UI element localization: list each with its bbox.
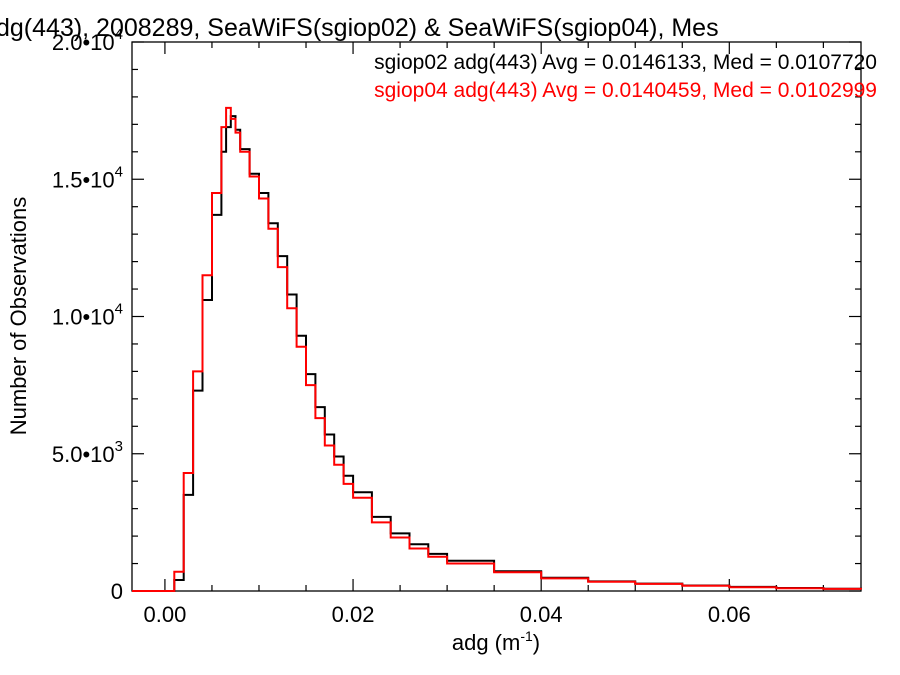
chart-title: dg(443), 2008289, SeaWiFS(sgiop02) & Sea…: [0, 14, 719, 42]
y-tick-label: 0: [111, 579, 123, 604]
series-layer: [132, 106, 862, 592]
series-line-sgiop02: [132, 115, 862, 592]
x-axis-label: adg (m-1): [452, 628, 540, 655]
x-axis-label-close: ): [533, 630, 540, 655]
y-tick-label: 2.0•104: [52, 26, 123, 55]
x-tick-label: 0.00: [144, 602, 187, 627]
series-line-sgiop04: [132, 106, 862, 592]
x-tick-label: 0.06: [708, 602, 751, 627]
x-axis-ticks: 0.00 0.02 0.04 0.06: [144, 42, 824, 627]
legend-entry-sgiop04: sgiop04 adg(443) Avg = 0.0140459, Med = …: [374, 79, 877, 102]
y-axis-label: Number of Observations: [6, 197, 31, 435]
plot-frame: [131, 41, 862, 592]
x-axis-label-main: adg (m: [452, 630, 520, 655]
legend-entry-sgiop02: sgiop02 adg(443) Avg = 0.0146133, Med = …: [374, 51, 877, 74]
y-tick-label: 5.0•103: [52, 438, 123, 467]
y-tick-label: 1.0•104: [52, 301, 123, 330]
x-tick-label: 0.04: [520, 602, 563, 627]
x-axis-label-exponent: -1: [520, 628, 533, 644]
x-tick-label: 0.02: [332, 602, 375, 627]
y-tick-label: 1.5•104: [52, 163, 123, 192]
y-axis-ticks: 0 5.0•103 1.0•104 1.5•104 2.0•104: [52, 26, 861, 604]
